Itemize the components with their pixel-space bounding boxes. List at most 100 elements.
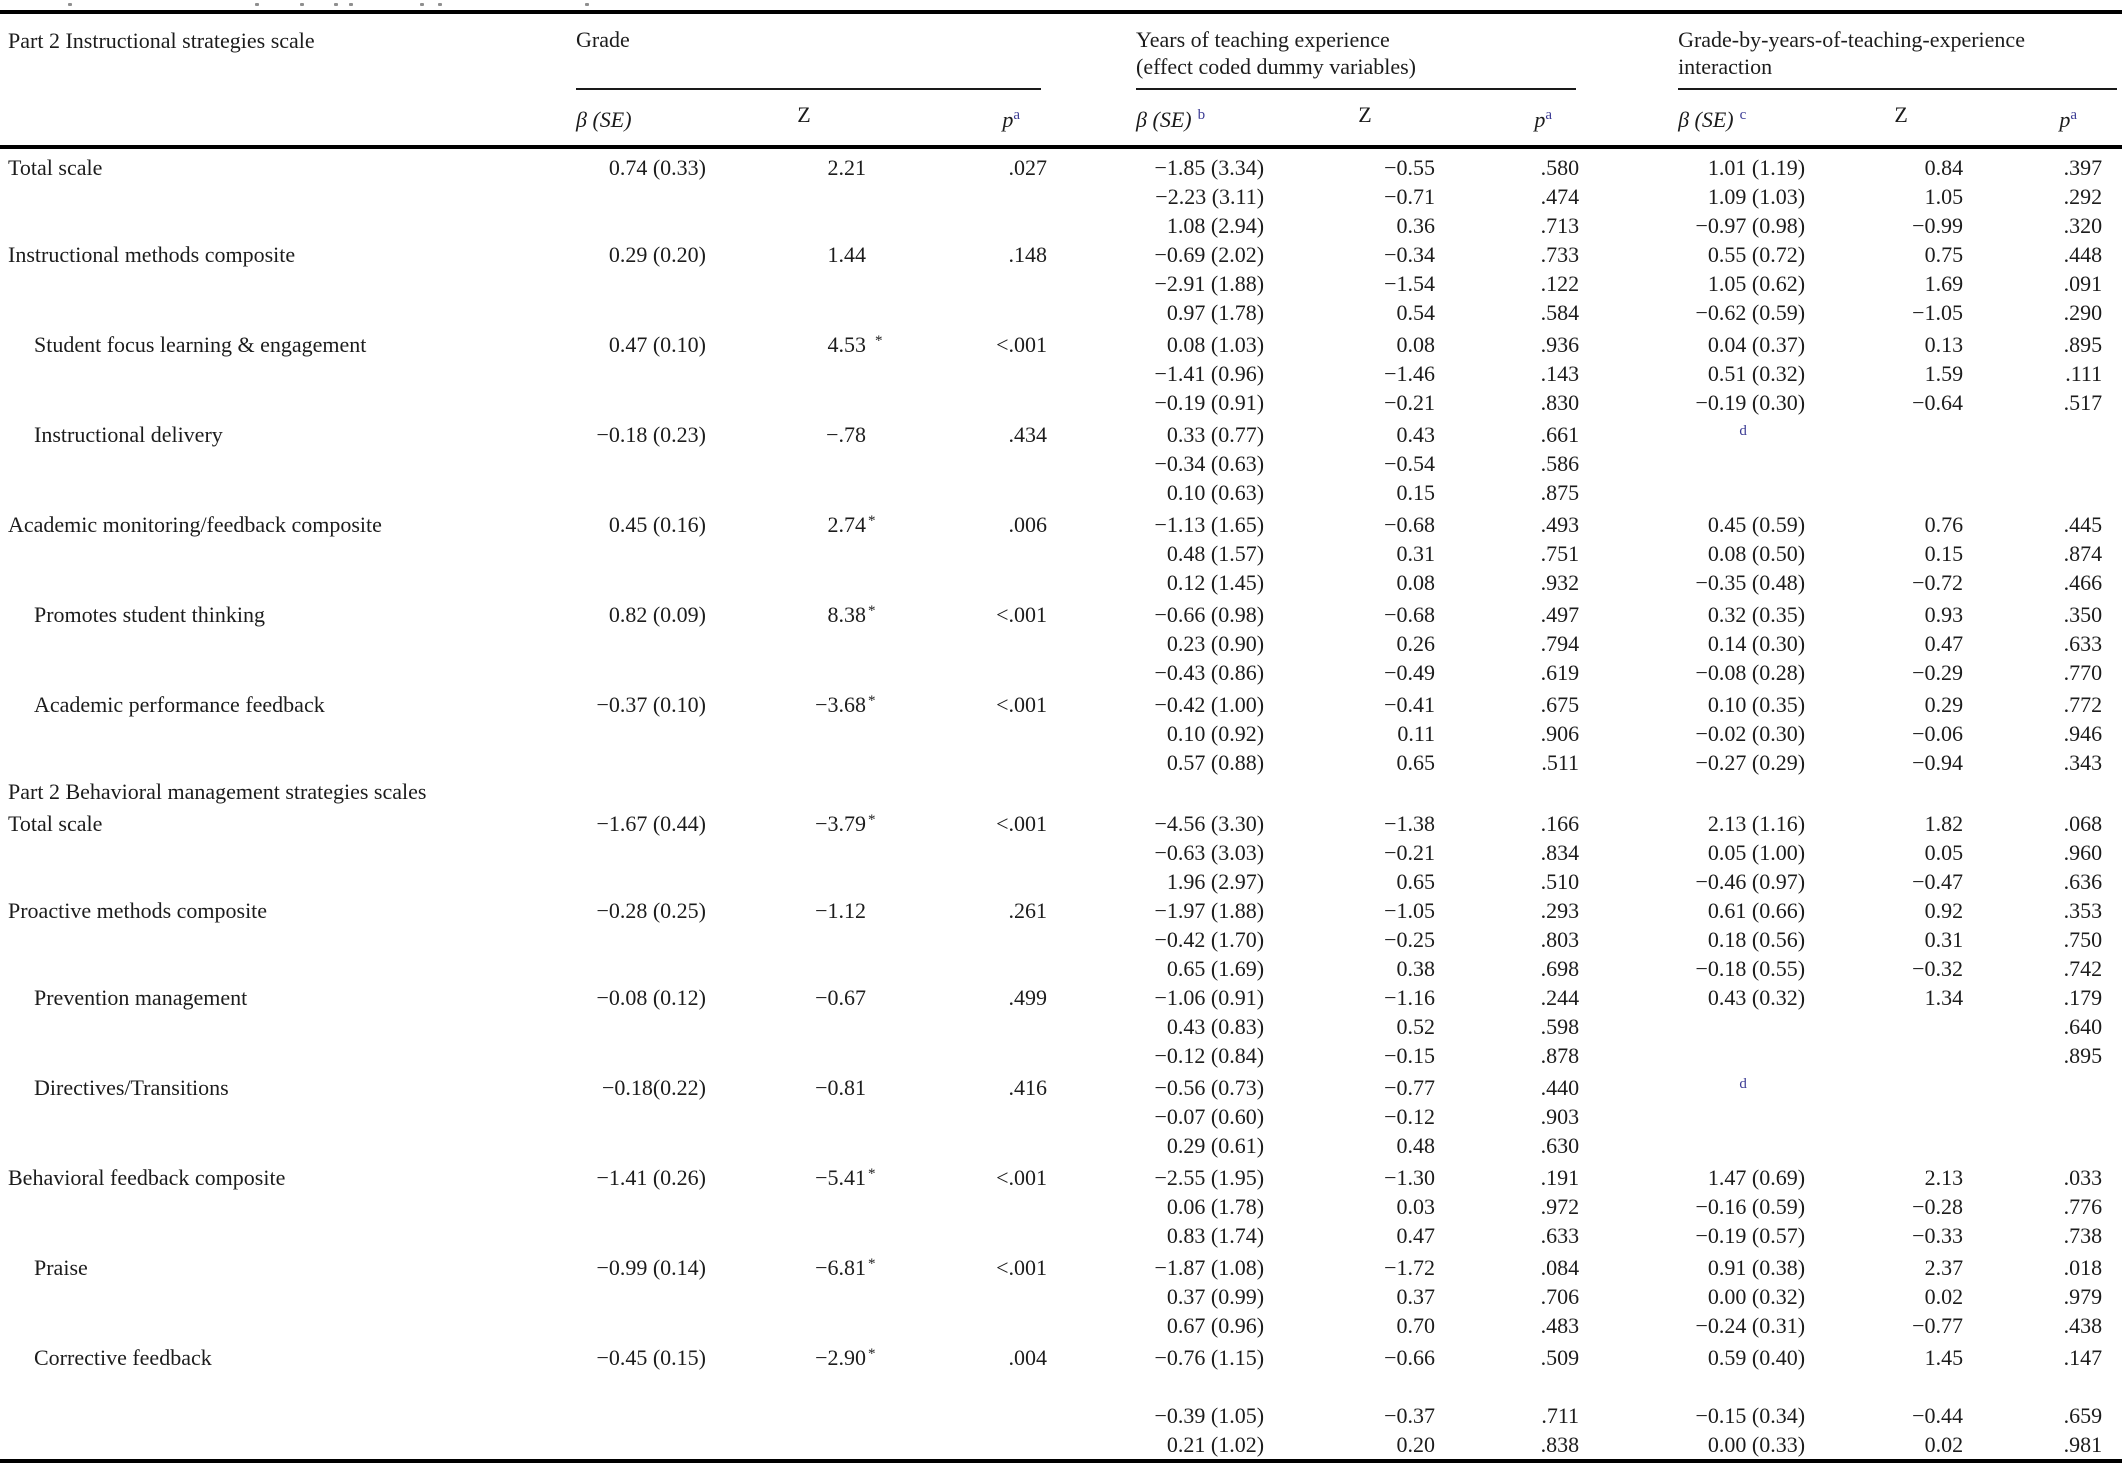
table-row: 0.37 (0.99) 0.37 .706 0.00 (0.32) 0.02 .979 <box>0 1282 2122 1311</box>
cell-years-p: .706 <box>1540 1284 1580 1309</box>
cell-interaction-z: 0.92 <box>1924 898 1964 923</box>
cell-grade-p: .027 <box>1008 155 1048 180</box>
group-title-line: Years of teaching experience <box>1136 27 1390 52</box>
table-row: −0.34 (0.63) −0.54 .586 <box>0 449 2122 478</box>
p-label: p <box>2059 107 2071 132</box>
cell-years-z: 0.48 <box>1396 1133 1436 1158</box>
row-label <box>0 629 540 658</box>
cell-grade-z <box>712 449 872 478</box>
col-header-grade-z: Z <box>712 90 872 149</box>
cell-grade-z <box>712 478 872 507</box>
cell-grade-beta <box>540 1192 712 1221</box>
group-header-row: Part 2 Instructional strategies scale Gr… <box>0 12 2122 149</box>
cell-interaction-z: 0.93 <box>1924 602 1964 627</box>
cell-grade-z: −2.90 * <box>815 1345 876 1370</box>
row-label: Promotes student thinking <box>34 602 265 627</box>
cell-years-beta: 0.10 (0.63) <box>1166 480 1265 505</box>
cell-years-p: .586 <box>1540 451 1580 476</box>
row-label: Behavioral feedback composite <box>8 1165 286 1190</box>
table-row: Instructional delivery −0.18 (0.23) −.78 .4… <box>0 417 2122 449</box>
cell-interaction-p: .397 <box>2063 155 2103 180</box>
cell-grade-z <box>712 182 872 211</box>
cell-years-beta: −1.41 (0.96) <box>1154 361 1265 386</box>
cell-years-z: 0.31 <box>1396 541 1436 566</box>
table-row: Promotes student thinking 0.82 (0.09) 8.38… <box>0 597 2122 629</box>
cell-grade-z <box>712 1041 872 1070</box>
cell-years-z: −0.21 <box>1384 390 1436 415</box>
cell-grade-z <box>712 954 872 983</box>
row-label: Instructional delivery <box>34 422 223 447</box>
cell-grade-z: −5.41 * <box>815 1165 876 1190</box>
cell-grade-beta: 0.47 (0.10) <box>608 332 706 357</box>
row-label: Academic performance feedback <box>34 692 325 717</box>
table-row: 1.08 (2.94) 0.36 .713 −0.97 (0.98) −0.99 .320 <box>0 211 2122 240</box>
cell-grade-p <box>872 478 1050 507</box>
table-row: 0.48 (1.57) 0.31 .751 0.08 (0.50) 0.15 .874 <box>0 539 2122 568</box>
footnote-sup: b <box>1197 107 1206 123</box>
cell-interaction-p: .320 <box>2063 213 2103 238</box>
row-label <box>0 1012 540 1041</box>
cell-grade-beta: 0.29 (0.20) <box>608 242 706 267</box>
table-row: Academic performance feedback −0.37 (0.10… <box>0 687 2122 719</box>
cell-interaction-p: .018 <box>2063 1255 2103 1280</box>
cell-interaction-p: .033 <box>2063 1165 2103 1190</box>
cell-interaction-z: −1.05 <box>1912 300 1964 325</box>
cell-interaction-z: 0.05 <box>1924 840 1964 865</box>
cell-years-beta: −2.91 (1.88) <box>1154 271 1265 296</box>
cell-grade-p <box>872 1311 1050 1340</box>
cell-years-z: 0.52 <box>1396 1014 1436 1039</box>
cell-grade-p: .499 <box>1008 985 1048 1010</box>
footnote-sup: a <box>1545 107 1553 123</box>
row-label <box>0 182 540 211</box>
cell-grade-p <box>872 568 1050 597</box>
cell-interaction-beta: −0.27 (0.29) <box>1695 750 1806 775</box>
cell-grade-z: 4.53 * <box>827 332 883 357</box>
row-label <box>0 1311 540 1340</box>
cell-interaction-z: −0.77 <box>1912 1313 1964 1338</box>
cell-years-beta: 0.12 (1.45) <box>1166 570 1265 595</box>
cell-interaction-p: .343 <box>2063 750 2103 775</box>
cell-interaction-p <box>1970 449 2122 478</box>
cell-interaction-beta <box>1582 478 1808 507</box>
cell-years-z: −0.41 <box>1384 692 1436 717</box>
cell-years-p: .633 <box>1540 1223 1580 1248</box>
row-label <box>0 1221 540 1250</box>
cell-interaction-beta: d <box>1582 417 1808 449</box>
cell-years-beta: 1.96 (2.97) <box>1166 869 1265 894</box>
cell-years-z: 0.08 <box>1396 332 1436 357</box>
cell-interaction-z <box>1808 1102 1970 1131</box>
cell-interaction-z <box>1808 1131 1970 1160</box>
cell-interaction-p <box>1970 478 2122 507</box>
cell-years-p: .794 <box>1540 631 1580 656</box>
cell-grade-beta <box>540 269 712 298</box>
cell-interaction-z: 0.76 <box>1924 512 1964 537</box>
cell-interaction-p: .448 <box>2063 242 2103 267</box>
cell-interaction-beta: 1.01 (1.19) <box>1707 155 1806 180</box>
cell-interaction-z: 1.59 <box>1924 361 1964 386</box>
row-label <box>0 298 540 327</box>
cell-interaction-p: .292 <box>2063 184 2103 209</box>
cell-grade-p: <.001 <box>996 1255 1048 1280</box>
cell-interaction-beta: −0.19 (0.57) <box>1695 1223 1806 1248</box>
cell-grade-p <box>872 1131 1050 1160</box>
footnote-sup: c <box>1739 107 1747 123</box>
cell-interaction-beta: 0.59 (0.40) <box>1707 1345 1806 1370</box>
footnote-d-marker: d <box>1739 1076 1747 1092</box>
table-row: 0.10 (0.63) 0.15 .875 <box>0 478 2122 507</box>
cell-grade-p <box>872 658 1050 687</box>
cell-interaction-z: 1.45 <box>1924 1345 1964 1370</box>
cell-interaction-beta: −0.62 (0.59) <box>1695 300 1806 325</box>
cell-interaction-beta: d <box>1582 1070 1808 1102</box>
cell-years-p: .122 <box>1540 271 1580 296</box>
table-header: Part 2 Instructional strategies scale Gr… <box>0 12 2122 149</box>
cell-interaction-z: 1.69 <box>1924 271 1964 296</box>
table-row: −1.41 (0.96) −1.46 .143 0.51 (0.32) 1.59 .111 <box>0 359 2122 388</box>
group-title-line: interaction <box>1678 54 1773 79</box>
cell-grade-z <box>712 269 872 298</box>
cell-grade-beta <box>540 478 712 507</box>
beta-se-label: β (SE) <box>1136 107 1192 132</box>
cell-grade-p <box>872 1012 1050 1041</box>
col-group-grade: Grade <box>540 12 1050 90</box>
cell-interaction-p <box>1970 1070 2122 1102</box>
row-label: Proactive methods composite <box>8 898 268 923</box>
